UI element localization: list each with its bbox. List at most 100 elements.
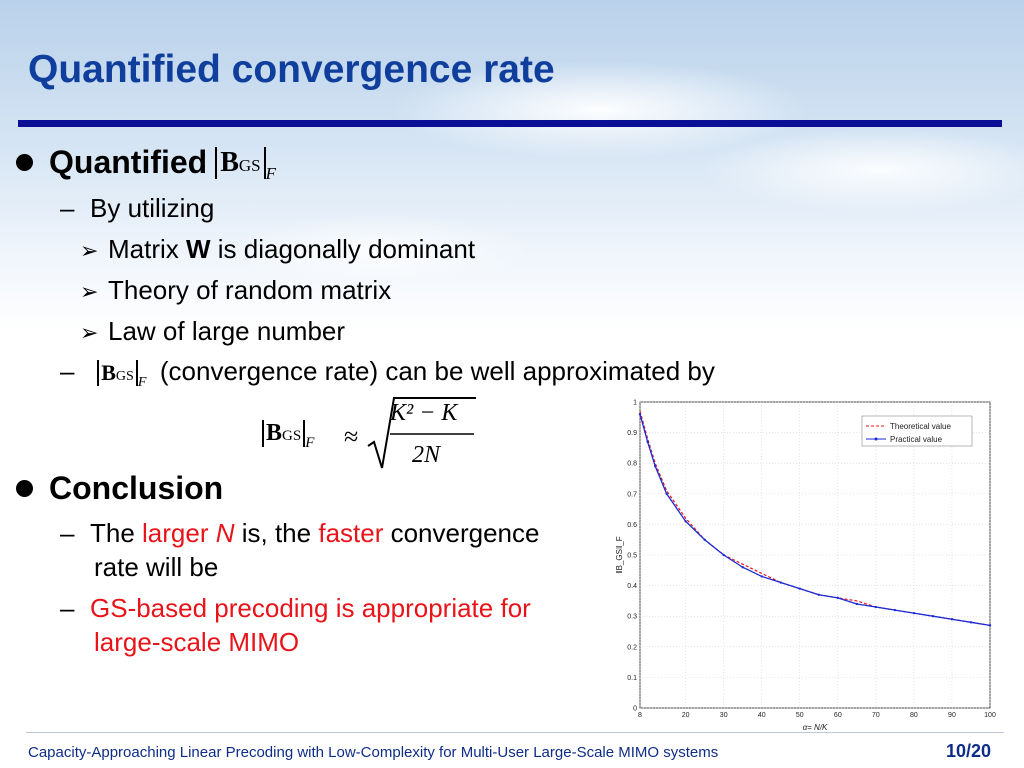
practical-point xyxy=(855,602,859,606)
dash-icon: – xyxy=(60,593,75,623)
y-tick-label: 0.2 xyxy=(627,644,637,651)
chart-svg: 0 0.1 0.2 0.3 0.4 0.5 0.6 0.7 0.8 0.9 1 8 20 30 40 50 60… xyxy=(615,400,996,733)
y-tick-label: 1 xyxy=(633,400,637,407)
practical-point xyxy=(638,413,642,416)
y-tick-label: 0 xyxy=(633,706,637,713)
bullet-dot-icon xyxy=(16,480,33,497)
c1-part5: convergence xyxy=(383,518,540,548)
practical-point xyxy=(817,593,821,596)
conclusion-line4: large-scale MIMO xyxy=(94,627,300,657)
practical-point xyxy=(893,608,897,612)
page-number: 10/20 xyxy=(946,741,992,761)
practical-point xyxy=(665,492,668,495)
x-tick-label: 90 xyxy=(948,712,956,719)
item-1-text: Theory of random matrix xyxy=(108,275,392,305)
c1-part3: is, the xyxy=(234,518,319,548)
x-tick-label: 50 xyxy=(796,712,804,719)
bullet-conclusion: Conclusion xyxy=(16,470,223,507)
practical-point xyxy=(760,575,763,578)
y-tick-label: 0.1 xyxy=(627,675,637,682)
norm-f-inline: F xyxy=(137,375,147,390)
practical-point xyxy=(912,611,916,615)
practical-point xyxy=(988,624,992,627)
x-tick-label: 80 xyxy=(910,712,918,719)
approx-formula: BGS F ≈ K² − K 2N xyxy=(262,396,482,476)
norm-bgs-heading: BGS F xyxy=(215,146,276,183)
conclusion-line2: rate will be xyxy=(94,552,219,582)
item-0-post: is diagonally dominant xyxy=(210,234,476,264)
legend-marker xyxy=(874,437,878,441)
y-tick-label: 0.4 xyxy=(627,583,637,590)
practical-point xyxy=(836,596,840,600)
y-tick-label: 0.7 xyxy=(627,491,637,498)
x-tick-label: 70 xyxy=(872,712,880,719)
practical-point xyxy=(874,605,878,609)
bullet-quantified: Quantified BGS F xyxy=(16,144,276,183)
norm-bgs-inline: BGS F xyxy=(97,360,152,390)
item-2-text: Law of large number xyxy=(108,316,346,346)
practical-point xyxy=(950,618,954,621)
x-axis-label: α= N/K xyxy=(803,723,828,732)
dash-icon: – xyxy=(60,193,75,223)
c1-part4: faster xyxy=(318,518,384,548)
arrow-bullet-icon: ➢ xyxy=(80,320,99,345)
convergence-chart: 0 0.1 0.2 0.3 0.4 0.5 0.6 0.7 0.8 0.9 1 8 20 30 40 50 60… xyxy=(600,396,1010,736)
norm-sub-inline: GS xyxy=(115,369,134,384)
legend-label: Theoretical value xyxy=(890,422,951,431)
c1-part1: larger xyxy=(142,518,216,548)
sqrt-sign-icon xyxy=(367,397,476,469)
formula-norm: BGS F xyxy=(262,420,314,451)
practical-point xyxy=(931,615,935,618)
item-matrix-w: ➢ Matrix W is diagonally dominant xyxy=(80,234,475,265)
practical-point xyxy=(779,581,782,584)
y-tick-label: 0.3 xyxy=(627,614,637,621)
y-tick-label: 0.8 xyxy=(627,461,637,468)
norm-symbol-inline: B xyxy=(101,360,116,385)
formula-numerator: K² − K xyxy=(390,400,458,426)
practical-point xyxy=(703,538,706,541)
x-tick-label: 40 xyxy=(758,712,766,719)
practical-point xyxy=(722,553,725,557)
sky-background xyxy=(0,0,1024,330)
x-tick-label: 30 xyxy=(720,712,728,719)
norm-f: F xyxy=(265,163,277,183)
x-tick-label: 20 xyxy=(682,712,690,719)
y-tick-label: 0.6 xyxy=(627,522,637,529)
arrow-bullet-icon: ➢ xyxy=(80,279,99,304)
c1-part0: The xyxy=(90,518,143,548)
by-utilizing-text: By utilizing xyxy=(90,193,215,223)
dash-icon: – xyxy=(60,356,75,386)
c3-text: GS-based precoding is appropriate for xyxy=(90,593,531,623)
x-tick-label: 60 xyxy=(834,712,842,719)
approx-text: (convergence rate) can be well approxima… xyxy=(159,356,715,386)
title-divider xyxy=(18,120,1002,127)
legend-box xyxy=(861,415,973,447)
x-tick-label: 100 xyxy=(984,712,996,719)
item-0-bold: W xyxy=(186,234,211,264)
y-tick-label: 0.9 xyxy=(627,430,637,437)
practical-point xyxy=(969,621,973,624)
c1-part2: N xyxy=(215,518,235,548)
item-random-matrix: ➢ Theory of random matrix xyxy=(80,275,391,306)
by-utilizing-line: – By utilizing xyxy=(60,193,214,224)
formula-norm-sub: GS xyxy=(282,428,302,444)
norm-symbol: B xyxy=(220,146,239,178)
practical-point xyxy=(741,566,744,569)
arrow-bullet-icon: ➢ xyxy=(80,238,99,263)
item-large-number: ➢ Law of large number xyxy=(80,316,345,347)
practical-point xyxy=(646,440,649,443)
formula-denominator: 2N xyxy=(412,442,441,468)
conclusion-line3: – GS-based precoding is appropriate for xyxy=(60,593,531,624)
y-tick-label: 0.5 xyxy=(627,553,637,560)
item-0-pre: Matrix xyxy=(108,234,186,264)
approx-sign: ≈ xyxy=(344,422,359,451)
formula-norm-f: F xyxy=(305,435,315,451)
slide-title: Quantified convergence rate xyxy=(28,48,555,91)
series-line-theoretical xyxy=(639,411,991,626)
conclusion-line1: – The larger N is, the faster convergence xyxy=(60,518,539,549)
practical-point xyxy=(654,465,657,468)
bullet-dot-icon xyxy=(16,154,33,171)
dash-icon: – xyxy=(60,518,75,548)
norm-sub: GS xyxy=(238,155,261,175)
practical-point xyxy=(684,520,687,523)
